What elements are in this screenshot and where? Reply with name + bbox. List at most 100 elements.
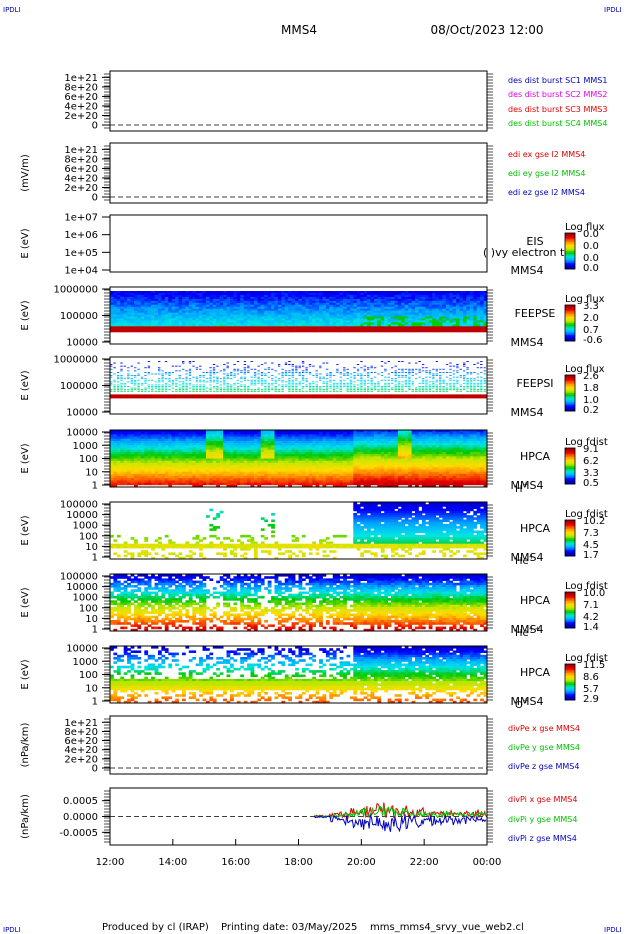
colorbar-band (565, 548, 575, 551)
y-tick-label: 0 (92, 764, 98, 775)
spacecraft-label: MMS4 (511, 336, 544, 349)
y-axis-label: E (eV) (20, 515, 31, 545)
colorbar-band (565, 261, 575, 264)
colorbar-band (565, 610, 575, 612)
colorbar-band (565, 538, 575, 540)
spectrogram-image (110, 502, 488, 560)
colorbar-band (565, 679, 575, 681)
colorbar-band (565, 698, 575, 701)
spectrogram-image (110, 291, 488, 333)
colorbar-tick-label: 0.5 (583, 478, 599, 489)
panel-frame (109, 501, 488, 560)
colorbar-band (565, 452, 575, 455)
panel-frame (109, 715, 488, 775)
colorbar-band (565, 326, 575, 328)
y-tick-label: 4e+20 (64, 173, 98, 184)
panel-frame (109, 573, 488, 632)
colorbar-tick-label: 1.4 (583, 622, 599, 633)
y-tick-label: 1000 (73, 593, 98, 604)
y-tick-label: 100000 (60, 500, 98, 511)
colorbar-band (565, 526, 575, 528)
colorbar-frame (564, 374, 576, 412)
colorbar-band (565, 532, 575, 534)
colorbar-tick-label: 3.3 (583, 301, 599, 312)
colorbar-band (565, 689, 575, 692)
colorbar-band (565, 616, 575, 618)
instrument-label: EIS (526, 235, 543, 248)
colorbar-band (565, 460, 575, 462)
colorbar-band (565, 397, 575, 400)
y-tick-label: 10000 (66, 644, 98, 655)
y-tick-label: 100 (79, 454, 98, 465)
colorbar-band (565, 599, 575, 602)
colorbar-band (565, 327, 575, 330)
footer-produced: Produced by cl (IRAP) (102, 922, 209, 933)
y-axis-label: (mV/m) (20, 154, 31, 192)
colorbar-band (565, 390, 575, 392)
colorbar-band (565, 551, 575, 554)
colorbar-band (565, 470, 575, 473)
y-tick-label: 1e+21 (64, 718, 98, 729)
y-tick-label: 2e+20 (64, 111, 98, 122)
colorbar-tick-label: 7.3 (583, 528, 599, 539)
colorbar-band (565, 376, 575, 379)
y-tick-label: 1000 (73, 521, 98, 532)
colorbar-band (565, 267, 575, 270)
colorbar-band (565, 257, 575, 259)
colorbar-band (565, 668, 575, 671)
panel-frame (109, 142, 488, 204)
species-charge: + (523, 481, 529, 489)
y-tick-label: 1 (92, 697, 98, 708)
y-tick-label: 8e+20 (64, 727, 98, 738)
colorbar-tick-label: 3.3 (583, 468, 599, 479)
colorbar-band (565, 384, 575, 386)
colorbar-title: Log flux (565, 222, 605, 233)
panel-frame (109, 214, 488, 273)
y-tick-label: 0 (92, 193, 98, 204)
colorbar-band (565, 688, 575, 690)
y-tick-label: 1 (92, 553, 98, 564)
panel-feeps_e: 1000000 100000 10000 E (eV) FEEPSE MMS4 Log fl… (20, 285, 605, 350)
y-tick-label: 100 (79, 670, 98, 681)
colorbar-band (565, 312, 575, 315)
colorbar-band (565, 252, 575, 255)
colorbar-tick-label: -0.6 (583, 335, 603, 346)
species-charge: + (529, 553, 535, 561)
colorbar-band (565, 448, 575, 450)
y-tick-label: 10 (85, 614, 98, 625)
colorbar-tick-label: 10.0 (583, 588, 605, 599)
legend-entry: des dist burst SC4 MMS4 (508, 119, 607, 128)
colorbar-band (565, 387, 575, 389)
colorbar-band (565, 393, 575, 395)
series-group (313, 802, 487, 833)
species-charge: + (523, 697, 529, 705)
colorbar-frame (564, 447, 576, 485)
colorbar-band (565, 593, 575, 596)
colorbar-title: Log flux (565, 294, 605, 305)
spacecraft-label: MMS4 (511, 264, 544, 277)
colorbar-band (565, 481, 575, 483)
colorbar-band (565, 533, 575, 536)
colorbar-band (565, 260, 575, 262)
y-tick-label: 10 (85, 683, 98, 694)
legend-entry: divPe y gse MMS4 (508, 743, 580, 752)
colorbar-band (565, 239, 575, 241)
time-tick-label: 22:00 (410, 857, 439, 868)
series-line-3 (313, 813, 487, 833)
y-tick-label: 10 (85, 542, 98, 553)
y-tick-label: 100 (79, 531, 98, 542)
panel-frame (109, 356, 488, 415)
corner-mark-bottom-right: IPDLI (604, 926, 622, 934)
y-tick-label: 100000 (60, 381, 98, 392)
overlay-label: ( )vy electron to (483, 246, 571, 259)
colorbar-band (565, 234, 575, 237)
colorbar-tick-label: 2.6 (583, 371, 599, 382)
colorbar-band (565, 530, 575, 533)
datetime-title: 08/Oct/2023 12:00 (430, 23, 543, 37)
colorbar-frame (564, 591, 576, 629)
